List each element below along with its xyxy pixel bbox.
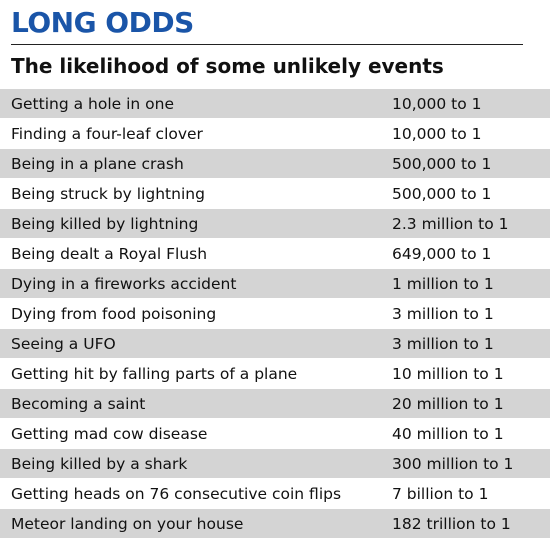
odds-cell: 40 million to 1 [392, 425, 504, 443]
odds-cell: 2.3 million to 1 [392, 215, 509, 233]
event-cell: Getting hit by falling parts of a plane [11, 365, 298, 383]
event-cell: Getting a hole in one [11, 95, 174, 113]
odds-table: Getting a hole in one 10,000 to 1 Findin… [0, 89, 550, 539]
event-cell: Being dealt a Royal Flush [11, 245, 208, 263]
event-cell: Being in a plane crash [11, 155, 184, 173]
table-row: Being killed by lightning 2.3 million to… [0, 209, 550, 239]
event-cell: Getting mad cow disease [11, 425, 208, 443]
event-cell: Dying in a fireworks accident [11, 275, 237, 293]
table-row: Getting mad cow disease 40 million to 1 [0, 419, 550, 449]
odds-cell: 300 million to 1 [392, 455, 514, 473]
odds-cell: 3 million to 1 [392, 335, 494, 353]
event-cell: Becoming a saint [11, 395, 146, 413]
odds-cell: 20 million to 1 [392, 395, 504, 413]
odds-cell: 3 million to 1 [392, 305, 494, 323]
odds-cell: 7 billion to 1 [392, 485, 489, 503]
page-title: LONG ODDS [11, 6, 194, 39]
event-cell: Being killed by lightning [11, 215, 199, 233]
event-cell: Seeing a UFO [11, 335, 116, 353]
event-cell: Finding a four-leaf clover [11, 125, 203, 143]
table-row: Being in a plane crash 500,000 to 1 [0, 149, 550, 179]
odds-cell: 10,000 to 1 [392, 95, 482, 113]
event-cell: Dying from food poisoning [11, 305, 217, 323]
odds-cell: 10 million to 1 [392, 365, 504, 383]
table-row: Being killed by a shark 300 million to 1 [0, 449, 550, 479]
odds-cell: 500,000 to 1 [392, 155, 492, 173]
odds-cell: 182 trillion to 1 [392, 515, 511, 533]
title-divider [11, 44, 523, 45]
odds-cell: 1 million to 1 [392, 275, 494, 293]
table-row: Getting hit by falling parts of a plane … [0, 359, 550, 389]
table-row: Finding a four-leaf clover 10,000 to 1 [0, 119, 550, 149]
table-row: Dying in a fireworks accident 1 million … [0, 269, 550, 299]
table-row: Being struck by lightning 500,000 to 1 [0, 179, 550, 209]
table-row: Getting a hole in one 10,000 to 1 [0, 89, 550, 119]
odds-cell: 649,000 to 1 [392, 245, 492, 263]
page-subtitle: The likelihood of some unlikely events [11, 54, 444, 78]
event-cell: Being struck by lightning [11, 185, 205, 203]
odds-cell: 10,000 to 1 [392, 125, 482, 143]
event-cell: Meteor landing on your house [11, 515, 244, 533]
table-row: Becoming a saint 20 million to 1 [0, 389, 550, 419]
table-row: Seeing a UFO 3 million to 1 [0, 329, 550, 359]
table-row: Getting heads on 76 consecutive coin fli… [0, 479, 550, 509]
table-row: Being dealt a Royal Flush 649,000 to 1 [0, 239, 550, 269]
odds-cell: 500,000 to 1 [392, 185, 492, 203]
table-row: Meteor landing on your house 182 trillio… [0, 509, 550, 539]
event-cell: Getting heads on 76 consecutive coin fli… [11, 485, 342, 503]
event-cell: Being killed by a shark [11, 455, 188, 473]
table-row: Dying from food poisoning 3 million to 1 [0, 299, 550, 329]
